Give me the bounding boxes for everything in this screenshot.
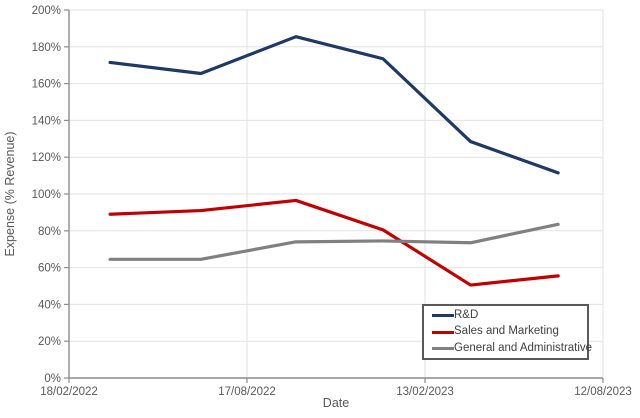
y-tick-label: 120% xyxy=(32,152,61,164)
y-tick-label: 60% xyxy=(38,263,61,275)
legend-item-rd: R&D xyxy=(432,308,587,323)
y-tick-label: 140% xyxy=(32,115,61,127)
x-axis-title: Date xyxy=(322,396,350,410)
x-axis-ticks: 18/02/2022 17/08/2022 13/02/2023 12/08/2023 xyxy=(40,378,632,398)
y-tick-label: 160% xyxy=(32,79,61,91)
y-tick-label: 40% xyxy=(38,299,61,311)
y-axis-ticks: 0% 20% 40% 60% 80% 100% 120% 140% 160% 180% 200% xyxy=(32,5,69,385)
y-axis-title: Expense (% Revenue) xyxy=(3,131,17,257)
y-tick-label: 0% xyxy=(44,373,61,385)
series-line-general-and-administrative xyxy=(108,222,560,261)
series-line-r-d xyxy=(108,35,560,175)
x-tick-label: 13/02/2023 xyxy=(396,386,454,398)
x-tick-label: 18/02/2022 xyxy=(40,386,98,398)
legend-label-rd: R&D xyxy=(454,308,479,321)
y-tick-label: 100% xyxy=(32,189,61,201)
y-tick-label: 20% xyxy=(38,336,61,348)
legend-item-general-and-administrative: General and Administrative xyxy=(432,341,592,356)
y-tick-label: 80% xyxy=(38,226,61,238)
legend-item-sales-and-marketing: Sales and Marketing xyxy=(432,325,587,340)
sales-and-marketing-line-swatch xyxy=(432,330,454,334)
legend-label-general-and-administrative: General and Administrative xyxy=(454,342,593,354)
x-tick-label: 17/08/2022 xyxy=(218,386,276,398)
rd-line-swatch xyxy=(432,313,454,317)
general-and-administrative-line-swatch xyxy=(432,347,454,351)
series-line-sales-and-marketing xyxy=(108,198,560,287)
legend-label-sales-and-marketing: Sales and Marketing xyxy=(454,325,559,338)
y-tick-label: 200% xyxy=(32,5,61,17)
y-tick-label: 180% xyxy=(32,42,61,54)
x-tick-label: 12/08/2023 xyxy=(574,386,632,398)
gridlines xyxy=(69,9,604,378)
legend: R&D Sales and Marketing General and Admi… xyxy=(422,304,592,360)
